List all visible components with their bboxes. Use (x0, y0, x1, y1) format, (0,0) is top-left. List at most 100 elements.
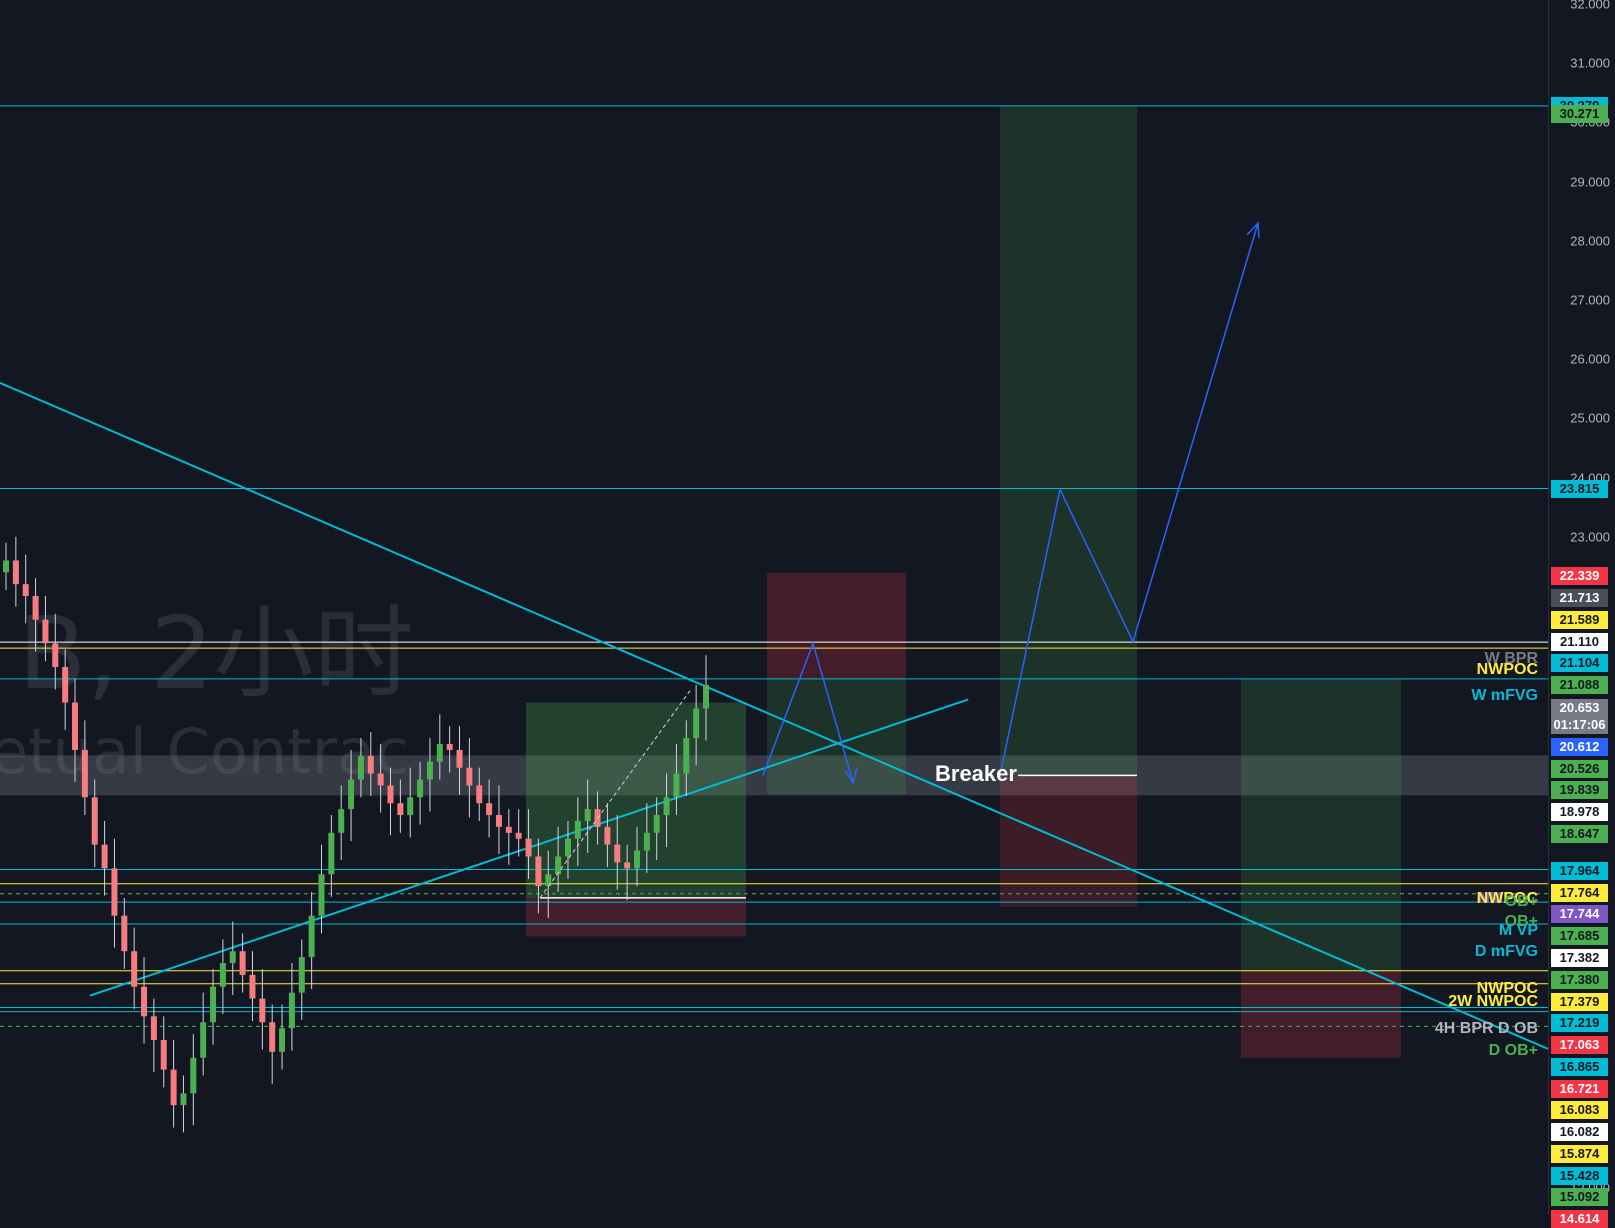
chart-area[interactable]: B, 2小时 etual Contrac Breaker W BPR NWPOC W… (0, 0, 1548, 1215)
candle-body (436, 744, 443, 762)
candle-body (357, 755, 364, 780)
price-badge: 17.219 (1551, 1014, 1608, 1033)
candle-body (564, 838, 571, 857)
level-label: D mFVG (1474, 942, 1538, 960)
price-badge: 17.764 (1551, 884, 1608, 903)
level-label: D OB+ (1488, 1041, 1538, 1059)
candle-body (348, 779, 355, 810)
candle-body (239, 951, 246, 975)
level-label: NWPOC (1476, 889, 1538, 907)
level-label: NWPOC (1476, 660, 1538, 678)
candle-body (614, 844, 621, 863)
price-badge: 17.744 (1551, 905, 1608, 924)
candle-body (633, 850, 640, 869)
candle-body (111, 868, 118, 916)
level-label: M VP (1498, 921, 1538, 939)
candle-body (505, 826, 512, 833)
y-tick-label: 28.000 (1570, 233, 1610, 249)
candle-body (643, 832, 650, 851)
price-badge: 17.382 (1551, 949, 1608, 968)
candle-body (279, 1028, 286, 1052)
candle-body (367, 755, 374, 774)
price-badge: 17.379 (1551, 992, 1608, 1011)
breaker-label: Breaker (935, 761, 1017, 787)
candle-body (81, 749, 88, 798)
short-target-zone (767, 678, 906, 795)
level-label: OB+ (1504, 892, 1538, 910)
price-badge: 16.865 (1551, 1057, 1608, 1076)
candle-body (653, 815, 660, 833)
candle-body (160, 1040, 167, 1070)
candle-body (525, 838, 532, 857)
candle-body (377, 773, 384, 786)
y-tick-label: 25.000 (1570, 410, 1610, 426)
price-badge: 15.092 (1551, 1187, 1608, 1206)
price-badge: 16.083 (1551, 1101, 1608, 1120)
candle-body (210, 986, 217, 1023)
price-badge: 16.721 (1551, 1079, 1608, 1098)
price-badge: 17.964 (1551, 862, 1608, 881)
candle-body (703, 684, 709, 709)
candle-body (269, 1022, 276, 1052)
price-axis[interactable]: 32.00031.00030.00029.00028.00027.00026.0… (1548, 0, 1615, 1228)
candle-body (121, 915, 128, 952)
candle-body (515, 832, 522, 839)
contract-watermark: etual Contrac (0, 715, 410, 788)
level-label: 2W NWPOC (1448, 992, 1538, 1010)
candle-body (328, 832, 335, 875)
secondary-target-zone (1241, 678, 1401, 972)
candle-body (604, 826, 611, 845)
candle-body (62, 667, 69, 703)
level-label: NWPOC (1476, 979, 1538, 997)
candle-body (12, 560, 19, 585)
candle-body (584, 809, 591, 821)
candle-body (683, 738, 690, 774)
price-badge: 20.612 (1551, 737, 1608, 756)
price-badge: 20.653 (1551, 699, 1608, 718)
candle-body (150, 1016, 157, 1040)
candle-body (535, 856, 542, 887)
price-badge: 18.978 (1551, 803, 1608, 822)
level-label: 4H BPR D OB (1434, 1019, 1538, 1037)
candle-body (456, 749, 463, 768)
candle-body (180, 1093, 187, 1106)
price-badge: 21.110 (1551, 632, 1608, 651)
price-badge: 22.339 (1551, 566, 1608, 585)
y-tick-label: 32.000 (1570, 0, 1610, 12)
candle-body (397, 803, 404, 816)
level-label: W mFVG (1471, 686, 1538, 704)
candle-body (693, 708, 700, 739)
candle-body (486, 803, 493, 816)
price-badge: 21.104 (1551, 653, 1608, 672)
candle-body (72, 702, 79, 750)
level-label: OB+ (1504, 913, 1538, 931)
y-tick-label: 23.000 (1570, 529, 1610, 545)
price-badge: 21.713 (1551, 589, 1608, 608)
candle-body (229, 951, 236, 964)
candle-body (663, 797, 670, 816)
y-tick-label: 31.000 (1570, 55, 1610, 71)
candle-body (495, 815, 502, 827)
candle-body (101, 844, 108, 869)
position-loss-zone (526, 897, 746, 937)
y-tick-label: 26.000 (1570, 351, 1610, 367)
candle-body (466, 767, 473, 786)
candle-body (298, 957, 305, 993)
measure-line (539, 690, 691, 899)
price-badge: 20.526 (1551, 759, 1608, 778)
candle-body (3, 560, 9, 573)
price-plot (0, 105, 1548, 1133)
candle-body (170, 1069, 177, 1106)
breaker-zone (0, 755, 1548, 796)
candle-body (219, 963, 226, 987)
short-projection-arrowhead (844, 767, 858, 785)
candle-body (32, 596, 39, 620)
long-projection-arrowhead (1246, 221, 1260, 238)
candle-body (407, 797, 414, 816)
price-badge: 01:17:06 (1551, 716, 1608, 735)
candle-body (52, 643, 59, 668)
price-badge: 18.647 (1551, 824, 1608, 843)
price-badge: 19.839 (1551, 781, 1608, 800)
price-badge: 17.063 (1551, 1036, 1608, 1055)
price-badge: 15.428 (1551, 1166, 1608, 1185)
